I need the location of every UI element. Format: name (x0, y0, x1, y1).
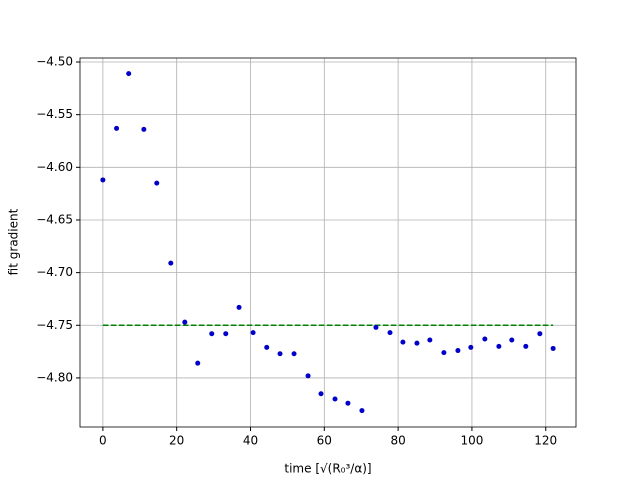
x-tick-label: 0 (99, 434, 107, 448)
data-point (427, 337, 433, 343)
data-point (550, 345, 556, 351)
data-point (236, 304, 242, 310)
data-point (318, 391, 324, 397)
data-point (509, 337, 515, 343)
data-point (209, 331, 215, 337)
data-point (223, 331, 229, 337)
data-point (195, 360, 201, 366)
y-tick-label: −4.75 (36, 318, 73, 332)
data-point (400, 339, 406, 345)
x-tick-label: 120 (534, 434, 557, 448)
data-point (496, 343, 502, 349)
data-point (264, 344, 270, 350)
data-point (141, 126, 147, 132)
data-point (455, 348, 461, 354)
data-point (537, 331, 543, 337)
data-point (523, 343, 529, 349)
data-point (154, 180, 160, 186)
data-point (114, 125, 120, 131)
x-tick-label: 60 (317, 434, 332, 448)
data-point (468, 344, 474, 350)
y-tick-label: −4.70 (36, 265, 73, 279)
x-tick-label: 100 (460, 434, 483, 448)
data-point (387, 330, 393, 336)
x-tick-label: 40 (243, 434, 258, 448)
data-point (441, 350, 447, 356)
y-tick-label: −4.60 (36, 160, 73, 174)
data-point (414, 340, 420, 346)
data-point (373, 324, 379, 330)
data-point (305, 373, 311, 379)
data-point (332, 396, 338, 402)
data-point (100, 177, 106, 183)
data-point (182, 319, 188, 325)
x-tick-label: 20 (169, 434, 184, 448)
data-point (277, 351, 283, 357)
y-tick-label: −4.55 (36, 107, 73, 121)
data-point (359, 408, 365, 414)
y-tick-label: −4.65 (36, 212, 73, 226)
x-tick-label: 80 (390, 434, 405, 448)
data-point (126, 71, 132, 77)
y-axis-label: fit gradient (7, 208, 21, 275)
data-point (250, 330, 256, 336)
data-point (291, 351, 297, 357)
data-point (168, 260, 174, 266)
y-tick-label: −4.50 (36, 55, 73, 69)
y-tick-label: −4.80 (36, 370, 73, 384)
data-point (482, 336, 488, 342)
data-point (345, 400, 351, 406)
plot-frame (79, 57, 577, 428)
x-axis-label: time [√(R₀³/α)] (284, 462, 371, 476)
